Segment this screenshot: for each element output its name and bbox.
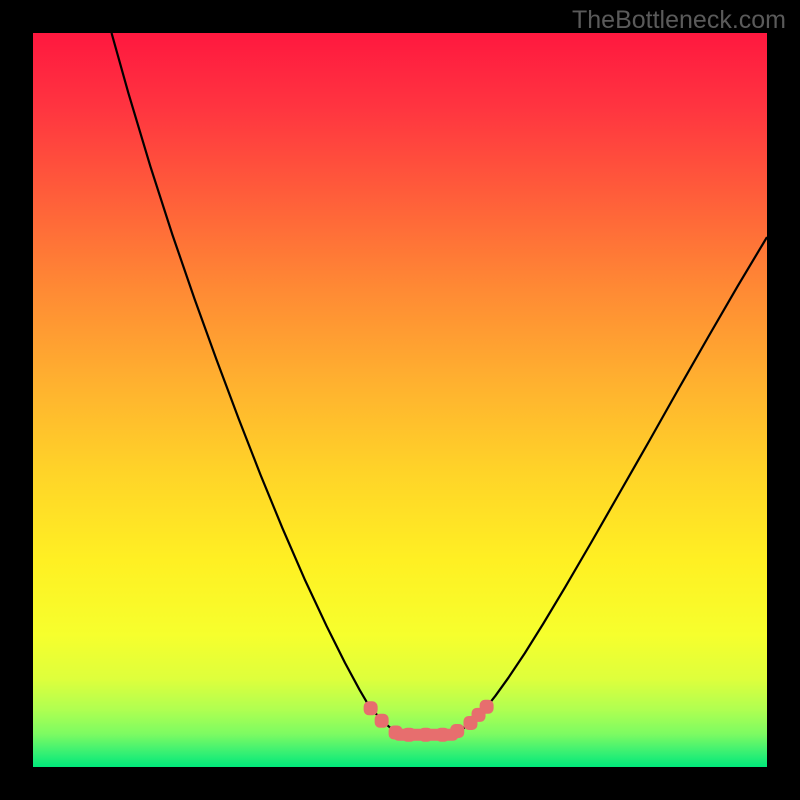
curve-marker	[364, 701, 378, 715]
plot-area	[33, 33, 767, 767]
curve-marker	[375, 714, 389, 728]
curve-marker	[436, 728, 450, 742]
curve-marker	[402, 728, 416, 742]
watermark-text: TheBottleneck.com	[572, 6, 786, 35]
chart-svg	[33, 33, 767, 767]
curve-marker	[450, 724, 464, 738]
curve-marker	[389, 726, 403, 740]
curve-marker	[480, 700, 494, 714]
curve-marker	[419, 728, 433, 742]
